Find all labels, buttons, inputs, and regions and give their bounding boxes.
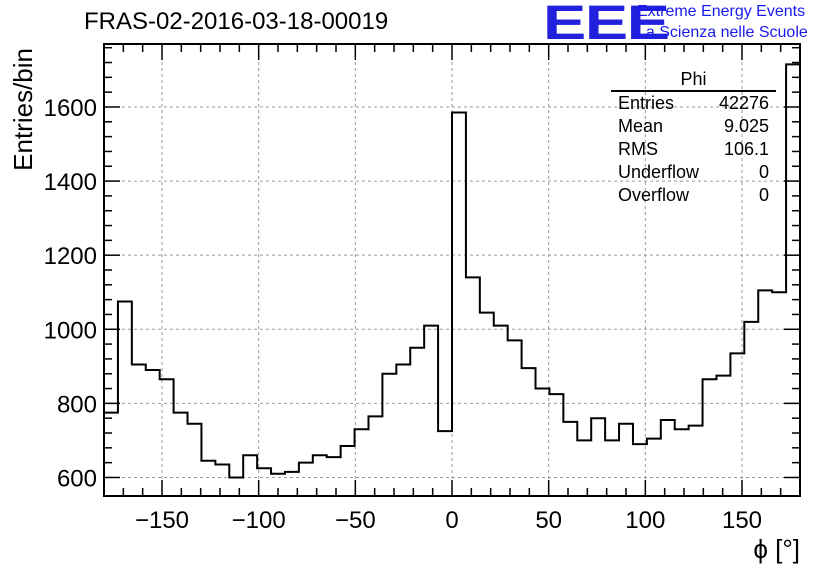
y-tick-label: 600 [57,465,97,492]
logo-line-1: Extreme Energy Events [637,3,806,20]
stats-box: Phi Entries 42276 Mean 9.025 RMS 106.1 U… [611,68,776,207]
x-tick-label: 50 [535,507,562,534]
x-tick-label: −100 [232,507,286,534]
y-axis-title: Entries/bin [8,48,38,171]
tick-labels: −150 −100 −50 0 50 100 150 600 800 1000 1200 1400 16… [44,95,762,534]
y-tick-label: 800 [57,391,97,418]
x-tick-label: −50 [335,507,376,534]
stats-title: Phi [611,68,776,92]
y-tick-label: 1000 [44,317,97,344]
stats-label: RMS [618,139,658,159]
x-axis-title: ϕ [°] [753,534,800,564]
x-tick-label: 0 [445,507,458,534]
axis-ticks [103,44,801,496]
x-tick-label: 100 [625,507,665,534]
stats-row-overflow: Overflow 0 [611,184,776,207]
stats-value: 0 [758,185,769,205]
stats-value: 9.025 [723,116,769,136]
y-tick-label: 1600 [44,95,97,122]
logo-line-2: La Scienza nelle Scuole [637,24,808,41]
stats-row-underflow: Underflow 0 [611,161,776,184]
stats-label: Mean [618,116,664,136]
stats-row-rms: RMS 106.1 [611,138,776,161]
run-title: FRAS-02-2016-03-18-00019 [84,8,389,35]
y-tick-label: 1400 [44,169,97,196]
stats-label: Underflow [618,162,700,182]
stats-row-entries: Entries 42276 [611,92,776,115]
stats-row-mean: Mean 9.025 [611,115,776,138]
stats-value: 0 [758,162,769,182]
eee-logo: EEE [543,0,670,50]
stats-label: Overflow [618,185,690,205]
x-tick-label: −150 [135,507,189,534]
y-tick-label: 1200 [44,243,97,270]
stats-value: 106.1 [723,139,769,159]
histogram-line [103,63,801,496]
stats-value: 42276 [718,93,769,113]
x-tick-label: 150 [722,507,762,534]
stats-label: Entries [618,93,675,113]
